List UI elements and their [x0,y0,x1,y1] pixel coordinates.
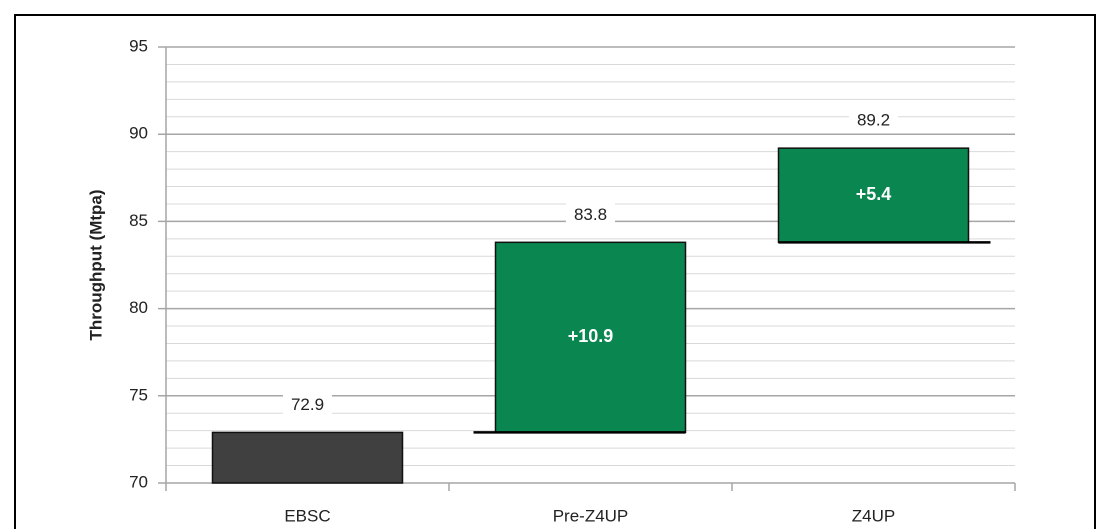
y-tick-label: 70 [129,472,148,491]
y-tick-label: 90 [129,124,148,143]
delta-label: +10.9 [568,326,614,346]
y-axis-label: Throughput (Mtpa) [86,189,105,340]
y-tick-label: 75 [129,385,148,404]
delta-label: +5.4 [856,184,892,204]
x-tick-label: Z4UP [852,506,895,525]
data-label: 72.9 [291,395,324,414]
frame [14,14,1096,529]
base-bar [211,431,404,484]
y-tick-label: 95 [129,36,148,55]
delta-bar [777,147,970,244]
label-background [565,202,616,226]
label-background [848,108,899,132]
label-background [282,392,333,416]
x-tick-label: EBSC [284,506,330,525]
delta-bar [494,241,687,434]
y-tick-label: 85 [129,211,148,230]
x-tick-label: Pre-Z4UP [553,506,629,525]
data-label: 89.2 [857,111,890,130]
y-tick-label: 80 [129,298,148,317]
data-label: 83.8 [574,205,607,224]
